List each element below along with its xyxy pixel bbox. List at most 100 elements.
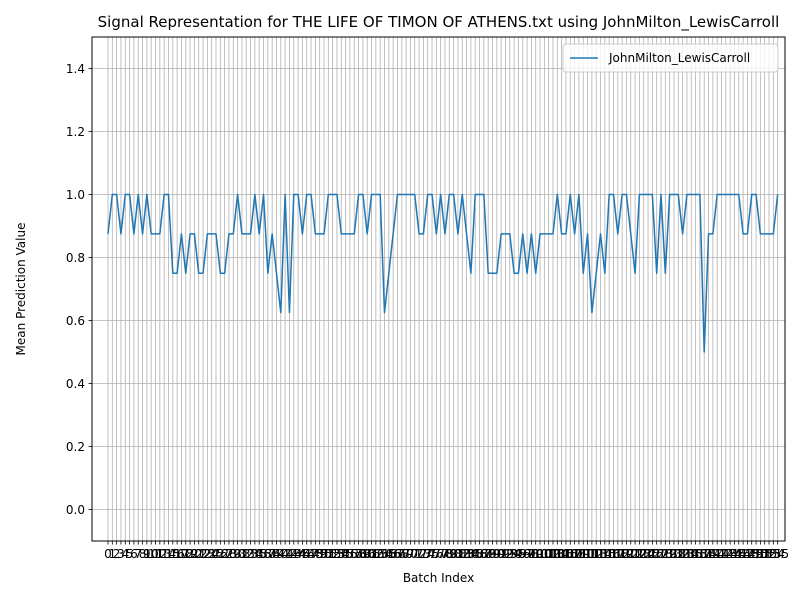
x-tick-label: 55 <box>338 547 353 561</box>
x-tick-label: 16 <box>169 547 184 561</box>
x-tick-label: 64 <box>377 547 392 561</box>
x-tick-label: 41 <box>277 547 292 561</box>
x-tick-label: 151 <box>749 547 772 561</box>
x-tick-label: 112 <box>580 547 603 561</box>
plot-frame <box>91 36 786 542</box>
x-tick-label: 51 <box>321 547 336 561</box>
x-tick-label: 97 <box>519 547 534 561</box>
x-tick-label: 31 <box>234 547 249 561</box>
x-tick-label: 7 <box>134 547 142 561</box>
x-tick-label: 102 <box>537 547 560 561</box>
x-tick-label: 73 <box>416 547 431 561</box>
x-gridlines <box>107 37 779 541</box>
y-tick-label: 1.2 <box>66 125 85 139</box>
x-tick-label: 148 <box>736 547 759 561</box>
x-tick-label: 111 <box>576 547 599 561</box>
x-tick-label: 19 <box>182 547 197 561</box>
x-tick-label: 108 <box>563 547 586 561</box>
x-tick-label: 66 <box>385 547 400 561</box>
x-tick-label: 90 <box>489 547 504 561</box>
x-tick-label: 155 <box>766 547 789 561</box>
x-tick-label: 118 <box>606 547 629 561</box>
x-tick-label: 100 <box>529 547 552 561</box>
x-tick-label: 138 <box>693 547 716 561</box>
x-tick-label: 18 <box>178 547 193 561</box>
x-tick-label: 38 <box>265 547 280 561</box>
x-tick-label: 65 <box>381 547 396 561</box>
x-tick-label: 136 <box>684 547 707 561</box>
x-tick-label: 93 <box>502 547 517 561</box>
x-tick-label: 4 <box>121 547 129 561</box>
x-tick-label: 92 <box>498 547 513 561</box>
x-tick-label: 52 <box>325 547 340 561</box>
x-tick-label: 91 <box>494 547 509 561</box>
x-tick-label: 84 <box>463 547 478 561</box>
x-tick-label: 115 <box>593 547 616 561</box>
x-tick-label: 154 <box>762 547 785 561</box>
x-tick-label: 11 <box>148 547 163 561</box>
x-tick-label: 85 <box>468 547 483 561</box>
x-tick-label: 126 <box>641 547 664 561</box>
x-tick-label: 32 <box>239 547 254 561</box>
x-tick-label: 21 <box>191 547 206 561</box>
x-tick-label: 3 <box>117 547 125 561</box>
x-tick-label: 29 <box>226 547 241 561</box>
x-tick-label: 14 <box>161 547 176 561</box>
x-tick-label: 109 <box>567 547 590 561</box>
x-tick-label: 68 <box>394 547 409 561</box>
x-tick-label: 6 <box>130 547 138 561</box>
x-tick-label: 125 <box>637 547 660 561</box>
x-tick-label: 61 <box>364 547 379 561</box>
series-line-johnmilton-lewiscarroll <box>107 193 779 353</box>
x-tick-label: 81 <box>450 547 465 561</box>
x-tick-label: 133 <box>671 547 694 561</box>
series-layer <box>107 193 779 353</box>
x-tick-label: 105 <box>550 547 573 561</box>
x-ticks: 0123456789101112131415161718192021222324… <box>104 541 789 561</box>
x-tick-label: 98 <box>524 547 539 561</box>
x-tick-label: 99 <box>528 547 543 561</box>
x-tick-label: 0 <box>104 547 112 561</box>
x-tick-label: 94 <box>506 547 521 561</box>
x-tick-label: 131 <box>663 547 686 561</box>
x-tick-label: 25 <box>208 547 223 561</box>
x-tick-label: 110 <box>572 547 595 561</box>
y-tick-label: 1.4 <box>66 62 85 76</box>
x-tick-label: 71 <box>407 547 422 561</box>
x-tick-label: 35 <box>252 547 267 561</box>
x-tick-label: 54 <box>334 547 349 561</box>
x-tick-label: 27 <box>217 547 232 561</box>
x-tick-label: 24 <box>204 547 219 561</box>
x-tick-label: 58 <box>351 547 366 561</box>
x-tick-label: 37 <box>260 547 275 561</box>
x-tick-label: 13 <box>157 547 172 561</box>
x-tick-label: 96 <box>515 547 530 561</box>
x-tick-label: 67 <box>390 547 405 561</box>
x-tick-label: 76 <box>429 547 444 561</box>
x-tick-label: 46 <box>299 547 314 561</box>
x-tick-label: 143 <box>714 547 737 561</box>
x-tick-label: 150 <box>745 547 768 561</box>
x-tick-label: 59 <box>355 547 370 561</box>
x-tick-label: 22 <box>195 547 210 561</box>
x-tick-label: 10 <box>144 547 159 561</box>
x-tick-label: 63 <box>373 547 388 561</box>
x-tick-label: 103 <box>542 547 565 561</box>
x-tick-label: 74 <box>420 547 435 561</box>
x-tick-label: 146 <box>727 547 750 561</box>
x-tick-label: 141 <box>706 547 729 561</box>
x-tick-label: 104 <box>546 547 569 561</box>
x-tick-label: 62 <box>368 547 383 561</box>
x-tick-label: 57 <box>347 547 362 561</box>
x-tick-label: 117 <box>602 547 625 561</box>
y-tick-label: 0.4 <box>66 377 85 391</box>
x-tick-label: 83 <box>459 547 474 561</box>
y-ticks: 0.0 0.2 0.4 0.6 0.8 1.0 1.2 1.4 <box>66 62 92 517</box>
x-tick-label: 86 <box>472 547 487 561</box>
x-tick-label: 101 <box>533 547 556 561</box>
x-tick-label: 121 <box>619 547 642 561</box>
x-tick-label: 28 <box>221 547 236 561</box>
x-axis-label: Batch Index <box>403 571 474 585</box>
x-tick-label: 69 <box>398 547 413 561</box>
x-tick-label: 2 <box>113 547 121 561</box>
